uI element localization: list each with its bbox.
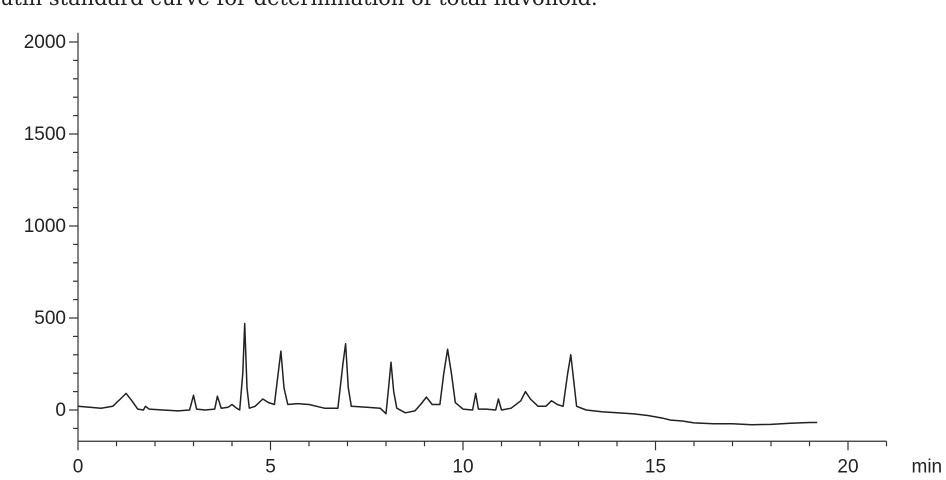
chart-tick-labels: 0 500 1000 1500 2000 0 5 10 15 20	[24, 32, 859, 477]
x-tick-label: 5	[265, 456, 276, 477]
x-tick-label: 15	[645, 456, 666, 477]
x-axis-label: min	[912, 456, 943, 477]
y-tick-label: 0	[55, 400, 66, 421]
chromatogram-trace	[77, 322, 818, 426]
y-tick-label: 1500	[24, 124, 66, 145]
figure-caption: utin standard curve for determination of…	[0, 0, 598, 10]
x-tick-label: 20	[837, 456, 858, 477]
chart-axes	[77, 32, 887, 442]
x-tick-label: 0	[73, 456, 84, 477]
y-tick-label: 500	[34, 308, 66, 329]
y-tick-label: 1000	[24, 216, 66, 237]
x-tick-label: 10	[452, 456, 473, 477]
y-tick-label: 2000	[24, 32, 66, 53]
chart-ticks	[69, 41, 888, 451]
